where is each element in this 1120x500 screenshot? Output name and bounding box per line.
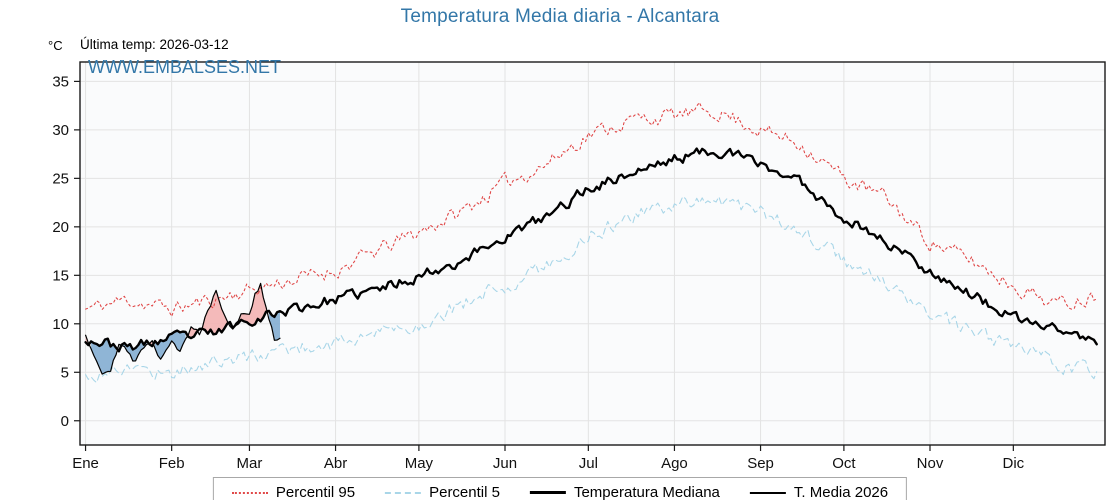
legend: Percentil 95 Percentil 5 Temperatura Med…: [212, 477, 908, 500]
plot-area: 0 5 10 15 20 25 30 35 Ene Feb Mar Abr May Jun Jul Ago Se…: [52, 61, 1106, 472]
y-tick-label: 20: [52, 219, 69, 236]
series-line-p5: [85, 195, 1098, 384]
x-tick-label: Mar: [237, 455, 263, 472]
y-unit-label: °C: [48, 38, 63, 53]
x-tick-label: Feb: [159, 455, 185, 472]
x-tick-label: Oct: [832, 455, 856, 472]
watermark: WWW.EMBALSES.NET: [88, 57, 282, 77]
y-tick-label: 30: [52, 122, 69, 139]
plot-background: [80, 62, 1105, 445]
percentil-5-line-swatch: [385, 491, 422, 494]
last-temp-label: Última temp: 2026-03-12: [80, 37, 229, 52]
fill-below-median: [121, 340, 147, 361]
legend-label-percentil-95: Percentil 95: [275, 484, 356, 500]
fill-below-median: [155, 330, 186, 360]
series-line-t2026: [85, 282, 281, 375]
legend-item-percentil-5: Percentil 5: [385, 484, 500, 500]
legend-label-temperatura-mediana: Temperatura Mediana: [573, 484, 720, 500]
legend-label-percentil-5: Percentil 5: [429, 484, 500, 500]
series-line-median: [84, 147, 1098, 353]
fill-below-median: [268, 310, 280, 341]
plot-border: [79, 61, 1106, 446]
legend-label-t-media-2026: T. Media 2026: [793, 484, 889, 500]
y-tick-label: 5: [61, 364, 69, 381]
y-tick-label: 0: [61, 413, 69, 430]
chart-title: Temperatura Media diaria - Alcantara: [400, 6, 720, 27]
series-line-p95: [85, 101, 1098, 317]
t-media-2026-line-swatch: [749, 491, 786, 494]
fill-above-median: [235, 283, 267, 326]
x-tick-label: May: [405, 455, 434, 472]
y-tick-label: 15: [52, 267, 69, 284]
x-tick-label: Nov: [917, 455, 944, 472]
x-tick-label: Ene: [72, 455, 99, 472]
y-tick-label: 35: [52, 73, 69, 90]
x-tick-label: Abr: [324, 455, 347, 472]
x-tick-label: Ago: [661, 455, 688, 472]
x-tick-label: Sep: [747, 455, 774, 472]
percentil-95-line-swatch: [231, 491, 268, 494]
legend-item-temperatura-mediana: Temperatura Mediana: [529, 484, 720, 500]
y-tick-label: 10: [52, 316, 69, 333]
legend-item-t-media-2026: T. Media 2026: [749, 484, 889, 500]
legend-item-percentil-95: Percentil 95: [231, 484, 356, 500]
fill-above-median: [202, 290, 228, 335]
x-tick-label: Dic: [1002, 455, 1024, 472]
x-tick-label: Jun: [493, 455, 517, 472]
temperatura-mediana-line-swatch: [529, 491, 566, 494]
x-tick-label: Jul: [579, 455, 598, 472]
y-tick-label: 25: [52, 170, 69, 187]
fill-below-median: [91, 338, 117, 375]
